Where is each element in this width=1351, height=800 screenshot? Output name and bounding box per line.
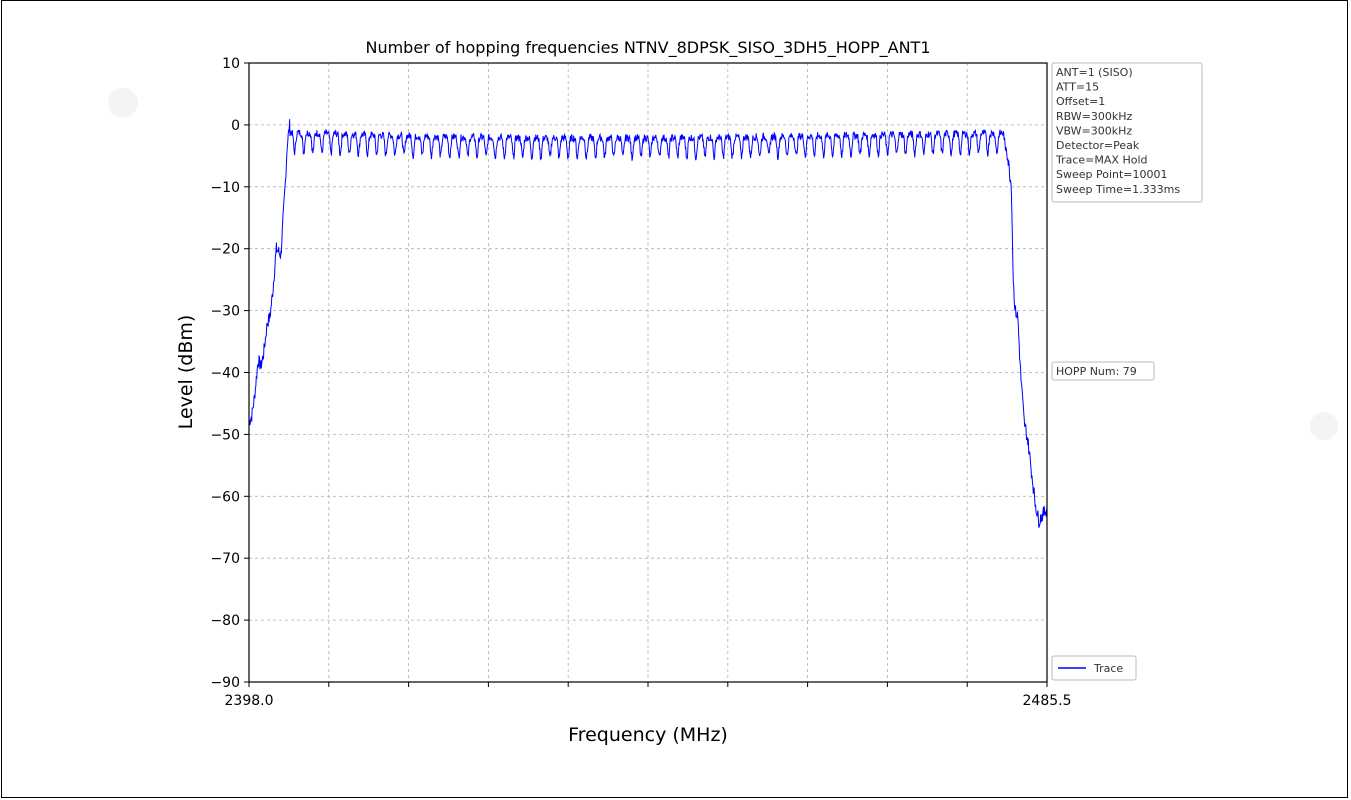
y-tick-label: −20 [210, 242, 240, 258]
info-line: RBW=300kHz [1056, 110, 1133, 123]
chart-title: Number of hopping frequencies NTNV_8DPSK… [365, 38, 930, 58]
legend: Trace [1051, 655, 1137, 681]
info-line: Sweep Point=10001 [1056, 168, 1168, 181]
y-axis: 10 0 −10 −20 −30 −40 −50 −60 −70 −80 −90 [210, 56, 249, 691]
hopp-num-text: HOPP Num: 79 [1056, 365, 1137, 378]
trace-line [248, 119, 1048, 528]
y-tick-label: −40 [210, 366, 240, 382]
y-tick-label: −70 [210, 551, 240, 567]
watermark-dot [1310, 412, 1338, 440]
watermark-dot [108, 88, 138, 118]
info-line: Trace=MAX Hold [1055, 154, 1148, 167]
x-axis: 2398.0 2485.5 [225, 682, 1072, 709]
y-tick-label: 10 [222, 56, 240, 72]
x-tick-label: 2485.5 [1023, 693, 1072, 709]
y-axis-label: Level (dBm) [175, 315, 197, 430]
y-tick-label: −30 [210, 304, 240, 320]
info-line: Detector=Peak [1056, 139, 1140, 152]
trace-series [248, 119, 1048, 528]
info-line: VBW=300kHz [1056, 124, 1132, 137]
info-line: Offset=1 [1056, 95, 1105, 108]
y-tick-label: −50 [210, 427, 240, 443]
legend-label: Trace [1093, 662, 1123, 675]
hopp-annotation: HOPP Num: 79 [1051, 361, 1155, 381]
grid [249, 63, 1047, 682]
info-line: ATT=15 [1056, 81, 1099, 94]
y-tick-label: −80 [210, 613, 240, 629]
y-tick-label: −90 [210, 675, 240, 691]
info-line: ANT=1 (SISO) [1056, 66, 1133, 79]
y-tick-label: −60 [210, 489, 240, 505]
y-tick-label: −10 [210, 180, 240, 196]
info-line: Sweep Time=1.333ms [1056, 183, 1180, 196]
x-axis-label: Frequency (MHz) [568, 724, 728, 746]
y-tick-label: 0 [231, 118, 240, 134]
x-tick-label: 2398.0 [225, 693, 274, 709]
